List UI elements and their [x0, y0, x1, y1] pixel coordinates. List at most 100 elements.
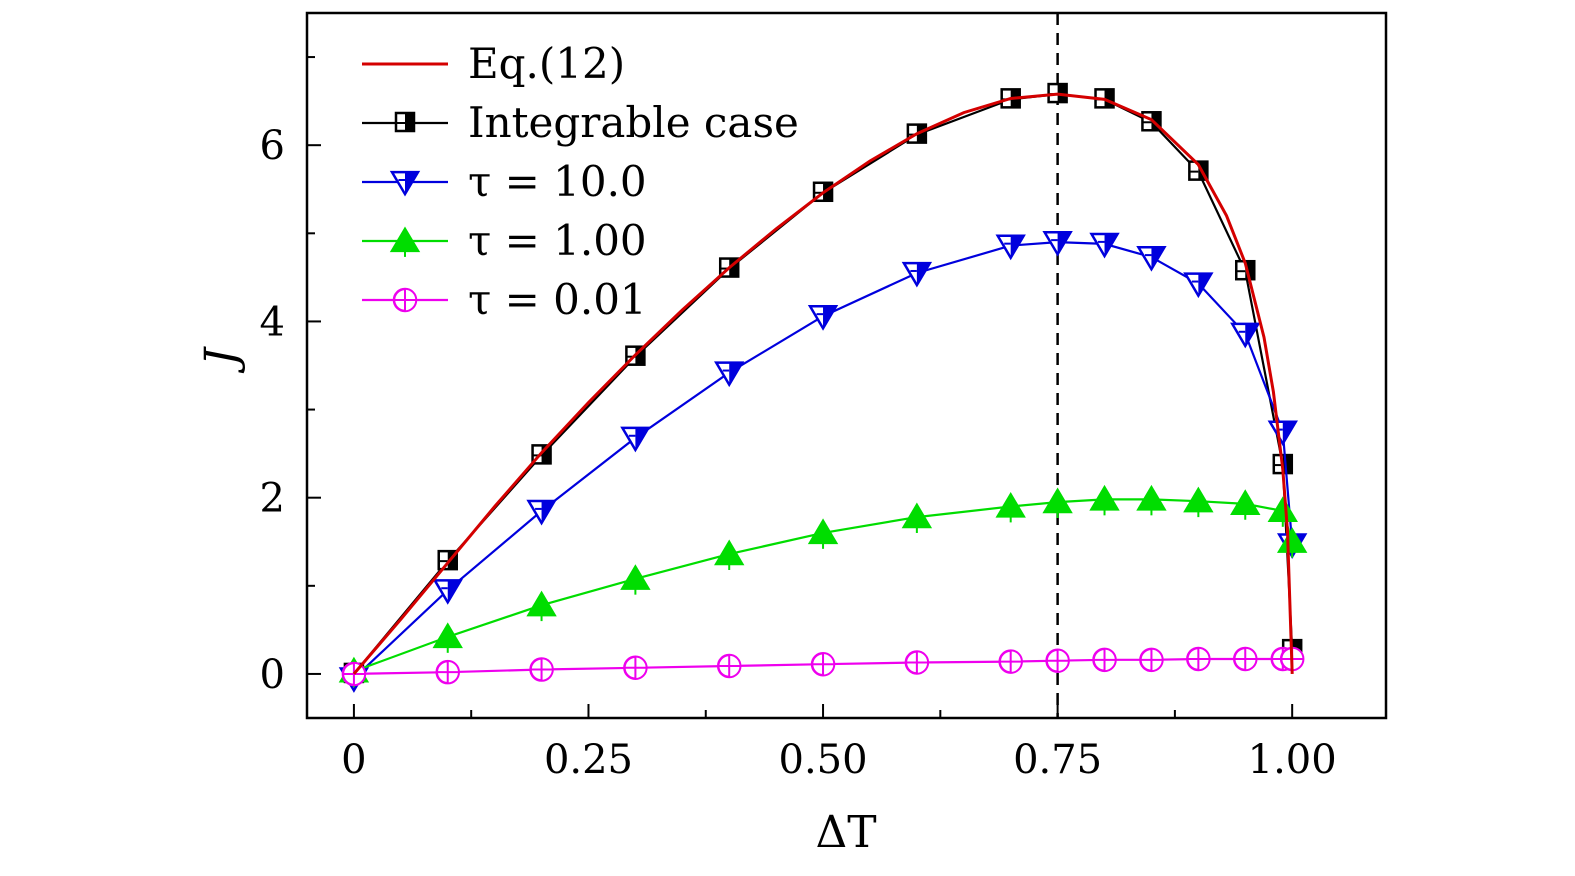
marker-square-fill — [1104, 89, 1114, 108]
data-point — [526, 590, 557, 622]
data-point — [714, 539, 745, 570]
data-point — [901, 261, 933, 288]
data-point — [526, 499, 557, 526]
y-tick-label: 4 — [260, 299, 285, 345]
data-point — [1267, 496, 1298, 527]
marker-square-fill — [1057, 84, 1067, 103]
legend-marker — [389, 226, 421, 257]
y-axis: 0 2 4 6 — [260, 56, 321, 698]
legend-item: Eq.(12) — [362, 39, 625, 88]
marker-triangle-fill — [810, 520, 837, 543]
marker-triangle-fill — [823, 306, 837, 329]
x-tick-label: 1.00 — [1248, 737, 1337, 783]
legend-label: Integrable case — [468, 98, 799, 147]
data-point — [1183, 486, 1214, 518]
data-point — [1089, 484, 1120, 516]
legend-item: τ = 0.01 — [362, 275, 647, 324]
marker-square-fill — [405, 113, 414, 131]
marker-triangle-fill — [635, 427, 649, 450]
marker-triangle-fill — [1138, 487, 1165, 510]
data-point — [1276, 527, 1308, 558]
data-point — [1186, 646, 1211, 672]
x-tick-label: 0.50 — [779, 737, 868, 783]
data-point — [995, 491, 1026, 523]
legend-label: τ = 10.0 — [468, 157, 647, 206]
data-point — [435, 659, 460, 685]
marker-triangle-fill — [997, 494, 1024, 517]
marker-triangle-fill — [392, 228, 418, 251]
data-point — [1092, 647, 1117, 673]
marker-square-fill — [1282, 455, 1292, 474]
data-point — [807, 305, 839, 331]
data-point — [1230, 489, 1261, 520]
series-0 — [352, 92, 1294, 675]
data-point — [1042, 230, 1073, 257]
data-point — [904, 650, 930, 675]
legend-label: τ = 0.01 — [468, 275, 647, 324]
legend-item: τ = 10.0 — [362, 157, 647, 206]
y-tick-label: 6 — [260, 123, 285, 169]
legend-marker — [389, 170, 421, 197]
plot-area — [305, 11, 1388, 720]
marker-triangle-fill — [1091, 487, 1118, 510]
marker-triangle-fill — [405, 172, 418, 195]
marker-triangle-fill — [1269, 498, 1296, 521]
legend-marker — [394, 111, 416, 133]
marker-square-fill — [1151, 112, 1161, 131]
data-point — [1089, 232, 1120, 259]
marker-triangle-fill — [1232, 491, 1259, 514]
marker-square-fill — [729, 258, 739, 277]
marker-square-fill — [447, 551, 457, 570]
x-axis: 0 0.25 0.50 0.75 1.00 — [341, 704, 1337, 783]
marker-triangle-fill — [729, 362, 743, 385]
data-point — [716, 653, 742, 679]
data-point — [432, 622, 463, 653]
marker-triangle-fill — [1185, 489, 1212, 512]
marker-triangle-fill — [1104, 233, 1118, 256]
marker-triangle-fill — [1151, 247, 1165, 270]
y-axis-title: J — [196, 346, 247, 374]
data-point — [1045, 648, 1070, 673]
marker-triangle-fill — [903, 504, 930, 527]
data-point — [529, 657, 554, 682]
legend-label: Eq.(12) — [468, 39, 625, 88]
series-3 — [338, 484, 1308, 688]
data-point — [995, 234, 1026, 261]
marker-square-fill — [916, 124, 926, 143]
marker-triangle-fill — [1279, 529, 1306, 552]
data-point — [714, 361, 745, 388]
marker-triangle-fill — [1044, 489, 1071, 512]
marker-square-fill — [823, 182, 833, 201]
marker-triangle-fill — [1245, 323, 1259, 346]
marker-triangle-fill — [1282, 421, 1296, 444]
marker-square-fill — [635, 346, 645, 365]
data-point — [620, 564, 651, 595]
legend-item: τ = 1.00 — [362, 216, 647, 265]
data-point — [620, 426, 651, 453]
data-point — [1267, 420, 1298, 447]
data-point — [807, 518, 839, 549]
marker-triangle-fill — [1057, 232, 1071, 255]
data-point — [1042, 487, 1073, 518]
series-line — [352, 92, 1294, 675]
y-tick-label: 0 — [260, 652, 285, 698]
data-point — [1230, 322, 1261, 349]
x-axis-title: ΔT — [815, 807, 876, 858]
data-point — [1183, 272, 1214, 299]
series-4 — [341, 646, 1305, 687]
data-point — [1136, 245, 1167, 272]
data-point — [623, 655, 648, 681]
legend-label: τ = 1.00 — [468, 216, 647, 265]
x-tick-label: 0.75 — [1013, 737, 1102, 783]
x-tick-label: 0 — [341, 737, 366, 783]
legend-marker — [392, 287, 418, 313]
data-point — [810, 651, 836, 677]
series-layer — [338, 82, 1308, 693]
marker-square-fill — [1245, 261, 1255, 280]
y-tick-label: 2 — [260, 476, 285, 522]
marker-triangle-fill — [528, 593, 555, 616]
legend-item: Integrable case — [362, 98, 799, 147]
data-point — [998, 649, 1023, 674]
marker-triangle-fill — [541, 501, 555, 524]
